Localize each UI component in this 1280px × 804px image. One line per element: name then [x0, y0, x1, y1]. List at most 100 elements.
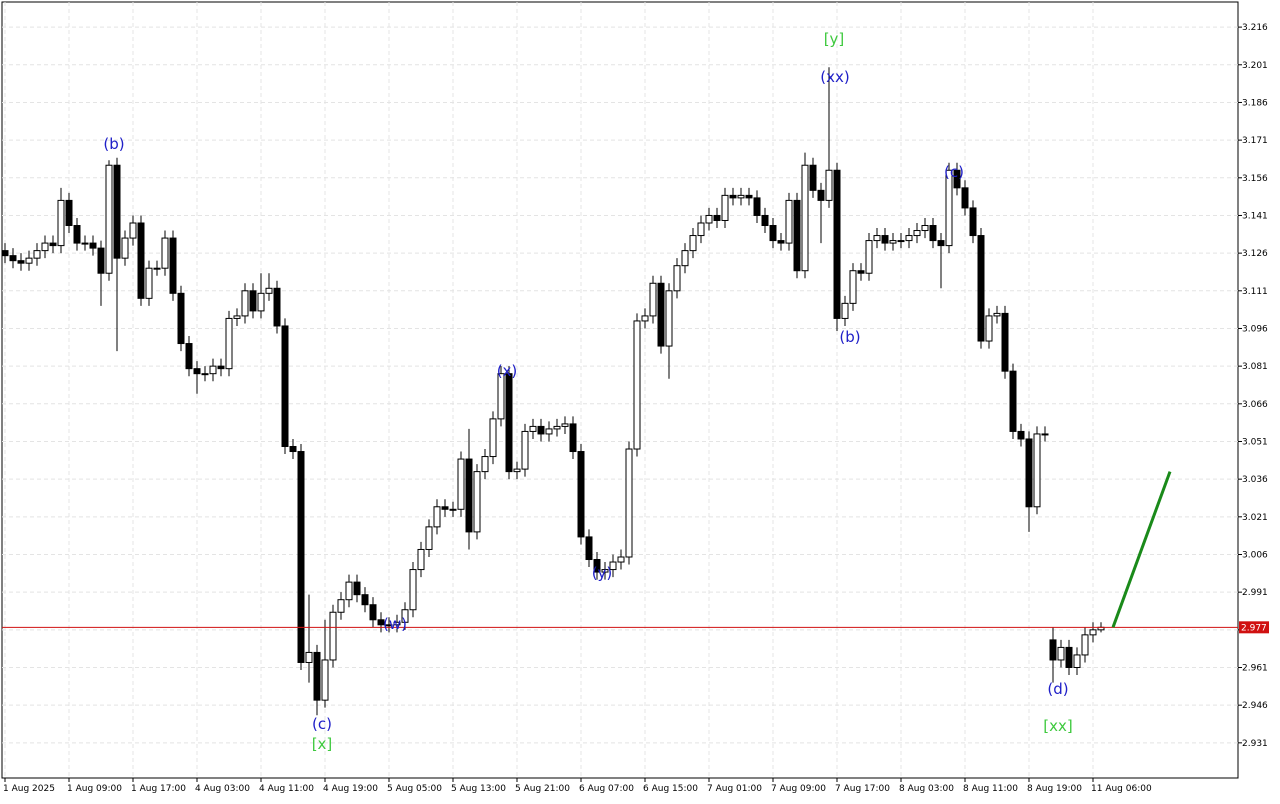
- candle-body: [641, 315, 649, 322]
- candle-body: [1009, 370, 1017, 432]
- candle-body: [257, 292, 265, 312]
- x-tick-label: 4 Aug 11:00: [259, 784, 314, 794]
- candle-body: [201, 373, 209, 376]
- candle-body: [897, 240, 905, 243]
- wave-label: [x]: [312, 735, 333, 753]
- y-tick-label: 2.946: [1242, 701, 1268, 711]
- candle-body: [89, 242, 97, 249]
- candle-body: [457, 458, 465, 510]
- candle-body: [1081, 634, 1089, 656]
- y-tick-label: 2.961: [1242, 664, 1268, 674]
- y-tick-label: 2.931: [1242, 739, 1268, 749]
- candle-body: [361, 594, 369, 606]
- candle-body: [177, 292, 185, 345]
- wave-label: (d): [1047, 680, 1068, 698]
- candle-body: [417, 548, 425, 571]
- y-tick-label: 3.111: [1242, 287, 1268, 297]
- candle-body: [145, 267, 153, 299]
- candle-body: [793, 199, 801, 272]
- y-tick-label: 3.006: [1242, 550, 1268, 560]
- candle-body: [241, 290, 249, 317]
- candle-body: [537, 425, 545, 435]
- candle-body: [513, 468, 521, 473]
- candle-body: [17, 260, 25, 264]
- candle-body: [1065, 646, 1073, 669]
- candle-body: [601, 569, 609, 573]
- candle-body: [729, 194, 737, 199]
- candle-body: [913, 230, 921, 237]
- candle-body: [57, 199, 65, 247]
- candle-body: [721, 194, 729, 221]
- candle-body: [129, 222, 137, 239]
- candle-body: [769, 225, 777, 242]
- candle-body: [153, 267, 161, 270]
- candle-body: [233, 315, 241, 319]
- x-tick-label: 6 Aug 15:00: [643, 784, 698, 794]
- candle-body: [833, 169, 841, 319]
- candle-body: [553, 425, 561, 430]
- candle-body: [273, 287, 281, 327]
- candle-body: [1033, 433, 1041, 508]
- candle-body: [497, 373, 505, 420]
- candle-body: [321, 659, 329, 701]
- x-tick-label: 7 Aug 09:00: [771, 784, 826, 794]
- candle-body: [353, 581, 361, 596]
- candle-body: [41, 242, 49, 252]
- candle-body: [1073, 654, 1081, 669]
- x-tick-label: 1 Aug 09:00: [67, 784, 122, 794]
- candle-body: [929, 225, 937, 242]
- candle-body: [425, 526, 433, 550]
- candle-body: [849, 270, 857, 304]
- y-tick-label: 3.156: [1242, 174, 1268, 184]
- candle-body: [817, 189, 825, 201]
- candle-body: [1057, 646, 1065, 661]
- candle-body: [905, 235, 913, 242]
- y-tick-label: 3.066: [1242, 400, 1268, 410]
- wave-label: (x): [497, 362, 518, 380]
- candle-body: [281, 325, 289, 448]
- candle-body: [569, 423, 577, 453]
- candle-body: [225, 317, 233, 370]
- candle-body: [265, 287, 273, 294]
- candle-body: [953, 169, 961, 189]
- candle-body: [81, 242, 89, 245]
- x-tick-label: 6 Aug 07:00: [579, 784, 634, 794]
- wave-label: (w): [383, 615, 407, 633]
- y-tick-label: 3.201: [1242, 61, 1268, 71]
- candle-body: [393, 621, 401, 626]
- candle-body: [73, 225, 81, 244]
- wave-label: (c): [312, 715, 332, 733]
- candle-body: [969, 207, 977, 237]
- candle-body: [745, 194, 753, 199]
- y-tick-label: 3.216: [1242, 23, 1268, 33]
- candle-body: [33, 250, 41, 259]
- candle-body: [505, 373, 513, 473]
- candle-body: [593, 559, 601, 573]
- candle-body: [673, 265, 681, 292]
- candle-body: [441, 506, 449, 510]
- candle-body: [65, 199, 73, 227]
- candle-body: [1049, 639, 1057, 661]
- candle-body: [305, 651, 313, 663]
- candle-body: [193, 368, 201, 375]
- candle-body: [697, 222, 705, 237]
- y-tick-label: 3.036: [1242, 475, 1268, 485]
- candle-body: [1041, 433, 1049, 436]
- plot-frame: [1, 1, 1239, 779]
- wave-label: (c): [944, 163, 964, 181]
- y-tick-label: 3.141: [1242, 211, 1268, 221]
- y-tick-label: 3.126: [1242, 249, 1268, 259]
- candle-body: [433, 506, 441, 528]
- x-tick-label: 1 Aug 2025: [3, 784, 55, 794]
- candle-body: [249, 290, 257, 312]
- candle-body: [665, 290, 673, 347]
- x-tick-label: 11 Aug 06:00: [1091, 784, 1152, 794]
- candle-body: [865, 240, 873, 274]
- candle-body: [689, 235, 697, 252]
- candle-body: [761, 214, 769, 227]
- x-tick-label: 7 Aug 17:00: [835, 784, 890, 794]
- candle-body: [561, 423, 569, 427]
- x-tick-label: 4 Aug 03:00: [195, 784, 250, 794]
- current-price-label: 2.977: [1241, 623, 1267, 633]
